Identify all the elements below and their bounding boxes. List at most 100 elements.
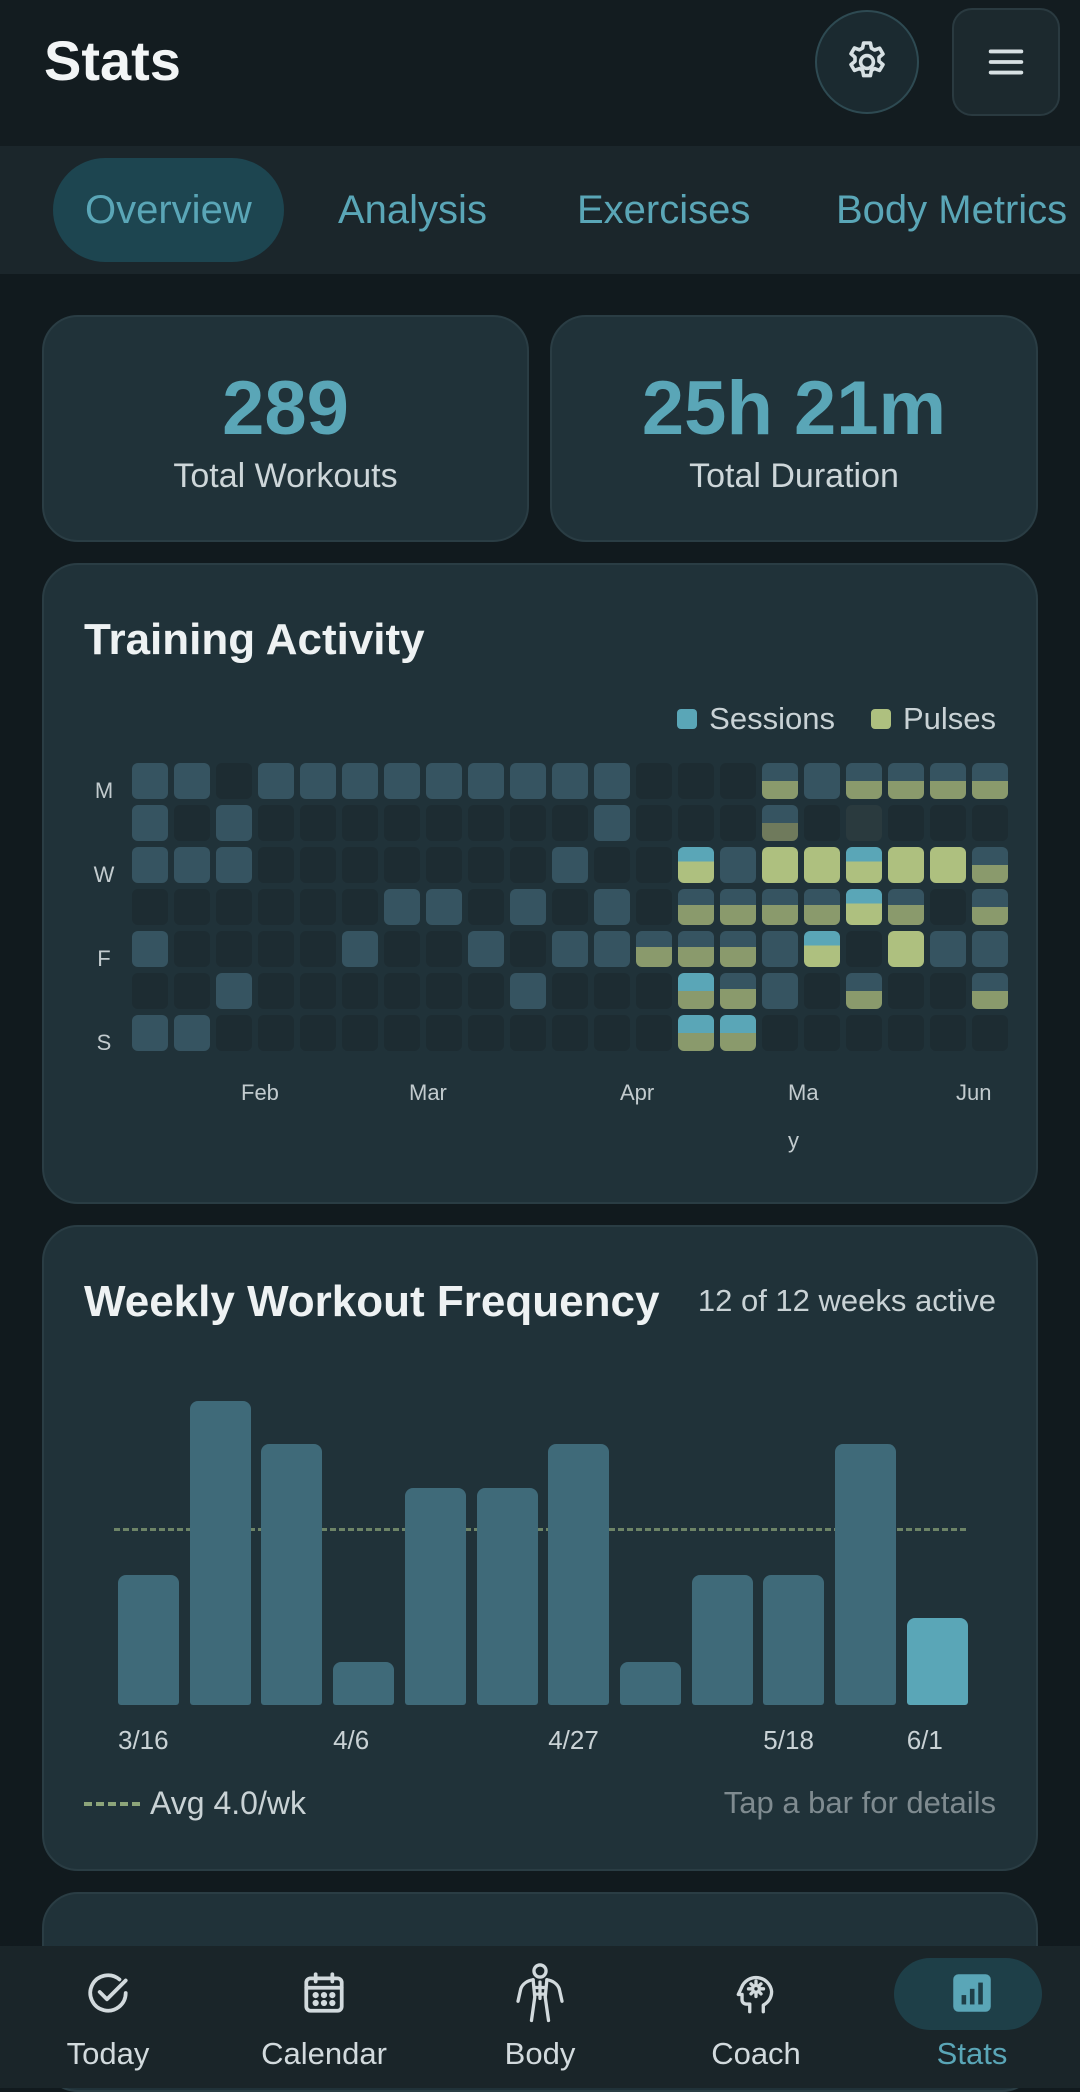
heatmap-cell[interactable] xyxy=(972,889,1008,925)
heatmap-cell[interactable] xyxy=(132,931,168,967)
heatmap-cell[interactable] xyxy=(426,973,462,1009)
heatmap-cell[interactable] xyxy=(720,973,756,1009)
heatmap-cell[interactable] xyxy=(972,763,1008,799)
heatmap-cell[interactable] xyxy=(258,973,294,1009)
heatmap-cell[interactable] xyxy=(846,931,882,967)
heatmap-cell[interactable] xyxy=(888,931,924,967)
heatmap-cell[interactable] xyxy=(594,889,630,925)
week-bar[interactable] xyxy=(404,1487,466,1705)
nav-body[interactable]: Body xyxy=(432,1946,648,2088)
heatmap-cell[interactable] xyxy=(888,889,924,925)
heatmap-cell[interactable] xyxy=(636,973,672,1009)
heatmap-cell[interactable] xyxy=(468,805,504,841)
heatmap-cell[interactable] xyxy=(300,763,336,799)
heatmap-cell[interactable] xyxy=(174,805,210,841)
heatmap-cell[interactable] xyxy=(510,889,546,925)
heatmap-cell[interactable] xyxy=(972,847,1008,883)
heatmap-cell[interactable] xyxy=(804,889,840,925)
week-bar[interactable] xyxy=(261,1444,323,1705)
heatmap-cell[interactable] xyxy=(258,805,294,841)
week-bar[interactable] xyxy=(189,1400,251,1705)
heatmap-cell[interactable] xyxy=(342,763,378,799)
tab-body-metrics[interactable]: Body Metrics xyxy=(836,188,1068,232)
heatmap-cell[interactable] xyxy=(846,973,882,1009)
heatmap-cell[interactable] xyxy=(930,805,966,841)
heatmap-cell[interactable] xyxy=(426,1015,462,1051)
heatmap-cell[interactable] xyxy=(258,889,294,925)
week-bar[interactable] xyxy=(118,1574,179,1705)
heatmap-cell[interactable] xyxy=(972,1015,1008,1051)
heatmap-cell[interactable] xyxy=(552,931,588,967)
heatmap-cell[interactable] xyxy=(804,1015,840,1051)
heatmap-cell[interactable] xyxy=(594,763,630,799)
heatmap-cell[interactable] xyxy=(762,1015,798,1051)
heatmap-cell[interactable] xyxy=(300,847,336,883)
heatmap-cell[interactable] xyxy=(216,763,252,799)
heatmap-cell[interactable] xyxy=(678,931,714,967)
heatmap-cell[interactable] xyxy=(258,847,294,883)
heatmap-cell[interactable] xyxy=(132,889,168,925)
heatmap-cell[interactable] xyxy=(342,1015,378,1051)
heatmap-cell[interactable] xyxy=(888,847,924,883)
heatmap-cell[interactable] xyxy=(174,763,210,799)
heatmap-cell[interactable] xyxy=(468,973,504,1009)
heatmap-cell[interactable] xyxy=(846,763,882,799)
heatmap-cell[interactable] xyxy=(888,805,924,841)
heatmap-cell[interactable] xyxy=(258,1015,294,1051)
heatmap-cell[interactable] xyxy=(216,847,252,883)
heatmap-cell[interactable] xyxy=(930,889,966,925)
heatmap-cell[interactable] xyxy=(342,973,378,1009)
settings-button[interactable] xyxy=(815,10,919,114)
heatmap-cell[interactable] xyxy=(300,931,336,967)
heatmap-cell[interactable] xyxy=(384,973,420,1009)
heatmap-cell[interactable] xyxy=(342,889,378,925)
heatmap-cell[interactable] xyxy=(930,763,966,799)
heatmap-cell[interactable] xyxy=(636,1015,672,1051)
heatmap-cell[interactable] xyxy=(510,763,546,799)
nav-calendar[interactable]: Calendar xyxy=(216,1946,432,2088)
heatmap-cell[interactable] xyxy=(216,1015,252,1051)
heatmap-cell[interactable] xyxy=(720,763,756,799)
heatmap-cell[interactable] xyxy=(216,931,252,967)
heatmap-cell[interactable] xyxy=(846,805,882,841)
heatmap-cell[interactable] xyxy=(468,889,504,925)
heatmap-cell[interactable] xyxy=(678,805,714,841)
heatmap-cell[interactable] xyxy=(552,1015,588,1051)
heatmap-cell[interactable] xyxy=(174,931,210,967)
heatmap-cell[interactable] xyxy=(384,1015,420,1051)
heatmap-cell[interactable] xyxy=(300,973,336,1009)
heatmap-cell[interactable] xyxy=(132,973,168,1009)
heatmap-cell[interactable] xyxy=(930,847,966,883)
heatmap-cell[interactable] xyxy=(846,889,882,925)
heatmap-cell[interactable] xyxy=(930,931,966,967)
nav-today[interactable]: Today xyxy=(0,1946,216,2088)
heatmap-cell[interactable] xyxy=(174,1015,210,1051)
heatmap-cell[interactable] xyxy=(132,1015,168,1051)
heatmap-cell[interactable] xyxy=(930,973,966,1009)
week-bar[interactable] xyxy=(691,1574,753,1705)
heatmap-cell[interactable] xyxy=(174,847,210,883)
heatmap-cell[interactable] xyxy=(846,847,882,883)
heatmap-cell[interactable] xyxy=(510,805,546,841)
heatmap-cell[interactable] xyxy=(636,847,672,883)
heatmap-cell[interactable] xyxy=(132,763,168,799)
heatmap-cell[interactable] xyxy=(678,973,714,1009)
heatmap-cell[interactable] xyxy=(636,931,672,967)
heatmap-cell[interactable] xyxy=(720,805,756,841)
week-bar[interactable] xyxy=(835,1444,896,1705)
heatmap-cell[interactable] xyxy=(888,763,924,799)
heatmap-cell[interactable] xyxy=(678,763,714,799)
week-bar[interactable] xyxy=(548,1444,610,1705)
heatmap-cell[interactable] xyxy=(678,889,714,925)
heatmap-cell[interactable] xyxy=(300,889,336,925)
week-bar[interactable] xyxy=(763,1574,825,1705)
heatmap-cell[interactable] xyxy=(888,1015,924,1051)
heatmap-cell[interactable] xyxy=(636,763,672,799)
heatmap-cell[interactable] xyxy=(384,847,420,883)
menu-button[interactable] xyxy=(952,8,1060,116)
heatmap-cell[interactable] xyxy=(342,931,378,967)
heatmap-cell[interactable] xyxy=(468,763,504,799)
heatmap-cell[interactable] xyxy=(762,931,798,967)
heatmap-cell[interactable] xyxy=(510,1015,546,1051)
heatmap-cell[interactable] xyxy=(300,805,336,841)
